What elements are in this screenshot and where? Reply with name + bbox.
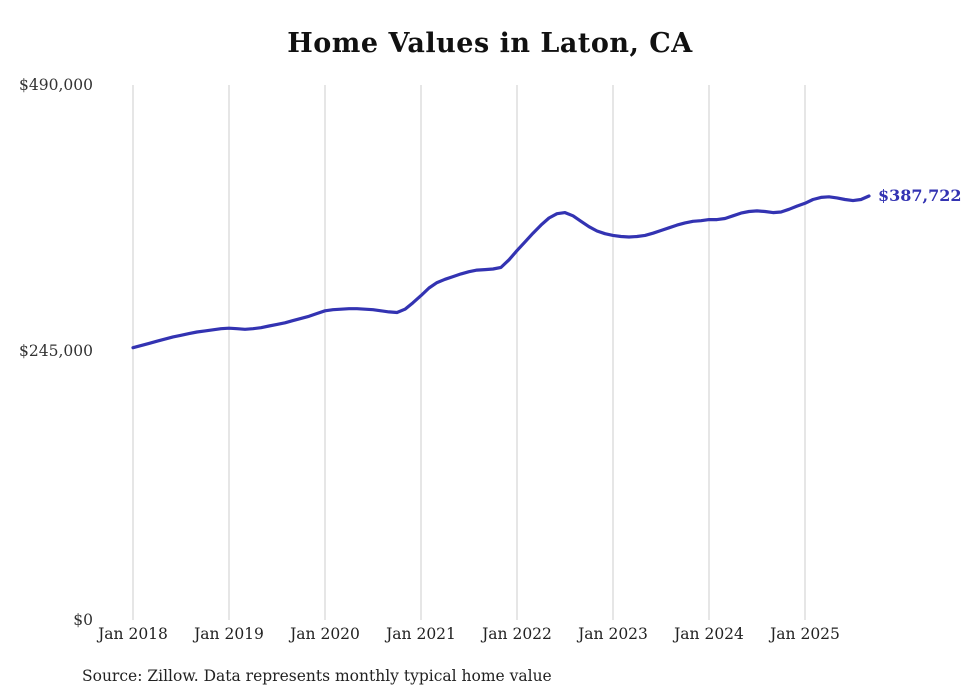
y-axis-tick-0: $0: [73, 611, 93, 629]
x-axis-tick-jan-2020: Jan 2020: [290, 625, 360, 643]
x-axis-tick-jan-2021: Jan 2021: [386, 625, 456, 643]
x-axis-tick-jan-2018: Jan 2018: [98, 625, 168, 643]
source-note: Source: Zillow. Data represents monthly …: [82, 667, 552, 685]
y-axis-tick-490000: $490,000: [19, 76, 93, 94]
x-axis-tick-jan-2022: Jan 2022: [482, 625, 552, 643]
end-value-label: $387,722: [878, 186, 962, 205]
x-axis-tick-jan-2024: Jan 2024: [674, 625, 744, 643]
x-axis-tick-jan-2025: Jan 2025: [770, 625, 840, 643]
home-value-line: [131, 194, 871, 350]
x-axis-tick-jan-2019: Jan 2019: [194, 625, 264, 643]
x-axis-tick-jan-2023: Jan 2023: [578, 625, 648, 643]
y-axis-tick-245000: $245,000: [19, 342, 93, 360]
chart-title: Home Values in Laton, CA: [287, 28, 693, 59]
